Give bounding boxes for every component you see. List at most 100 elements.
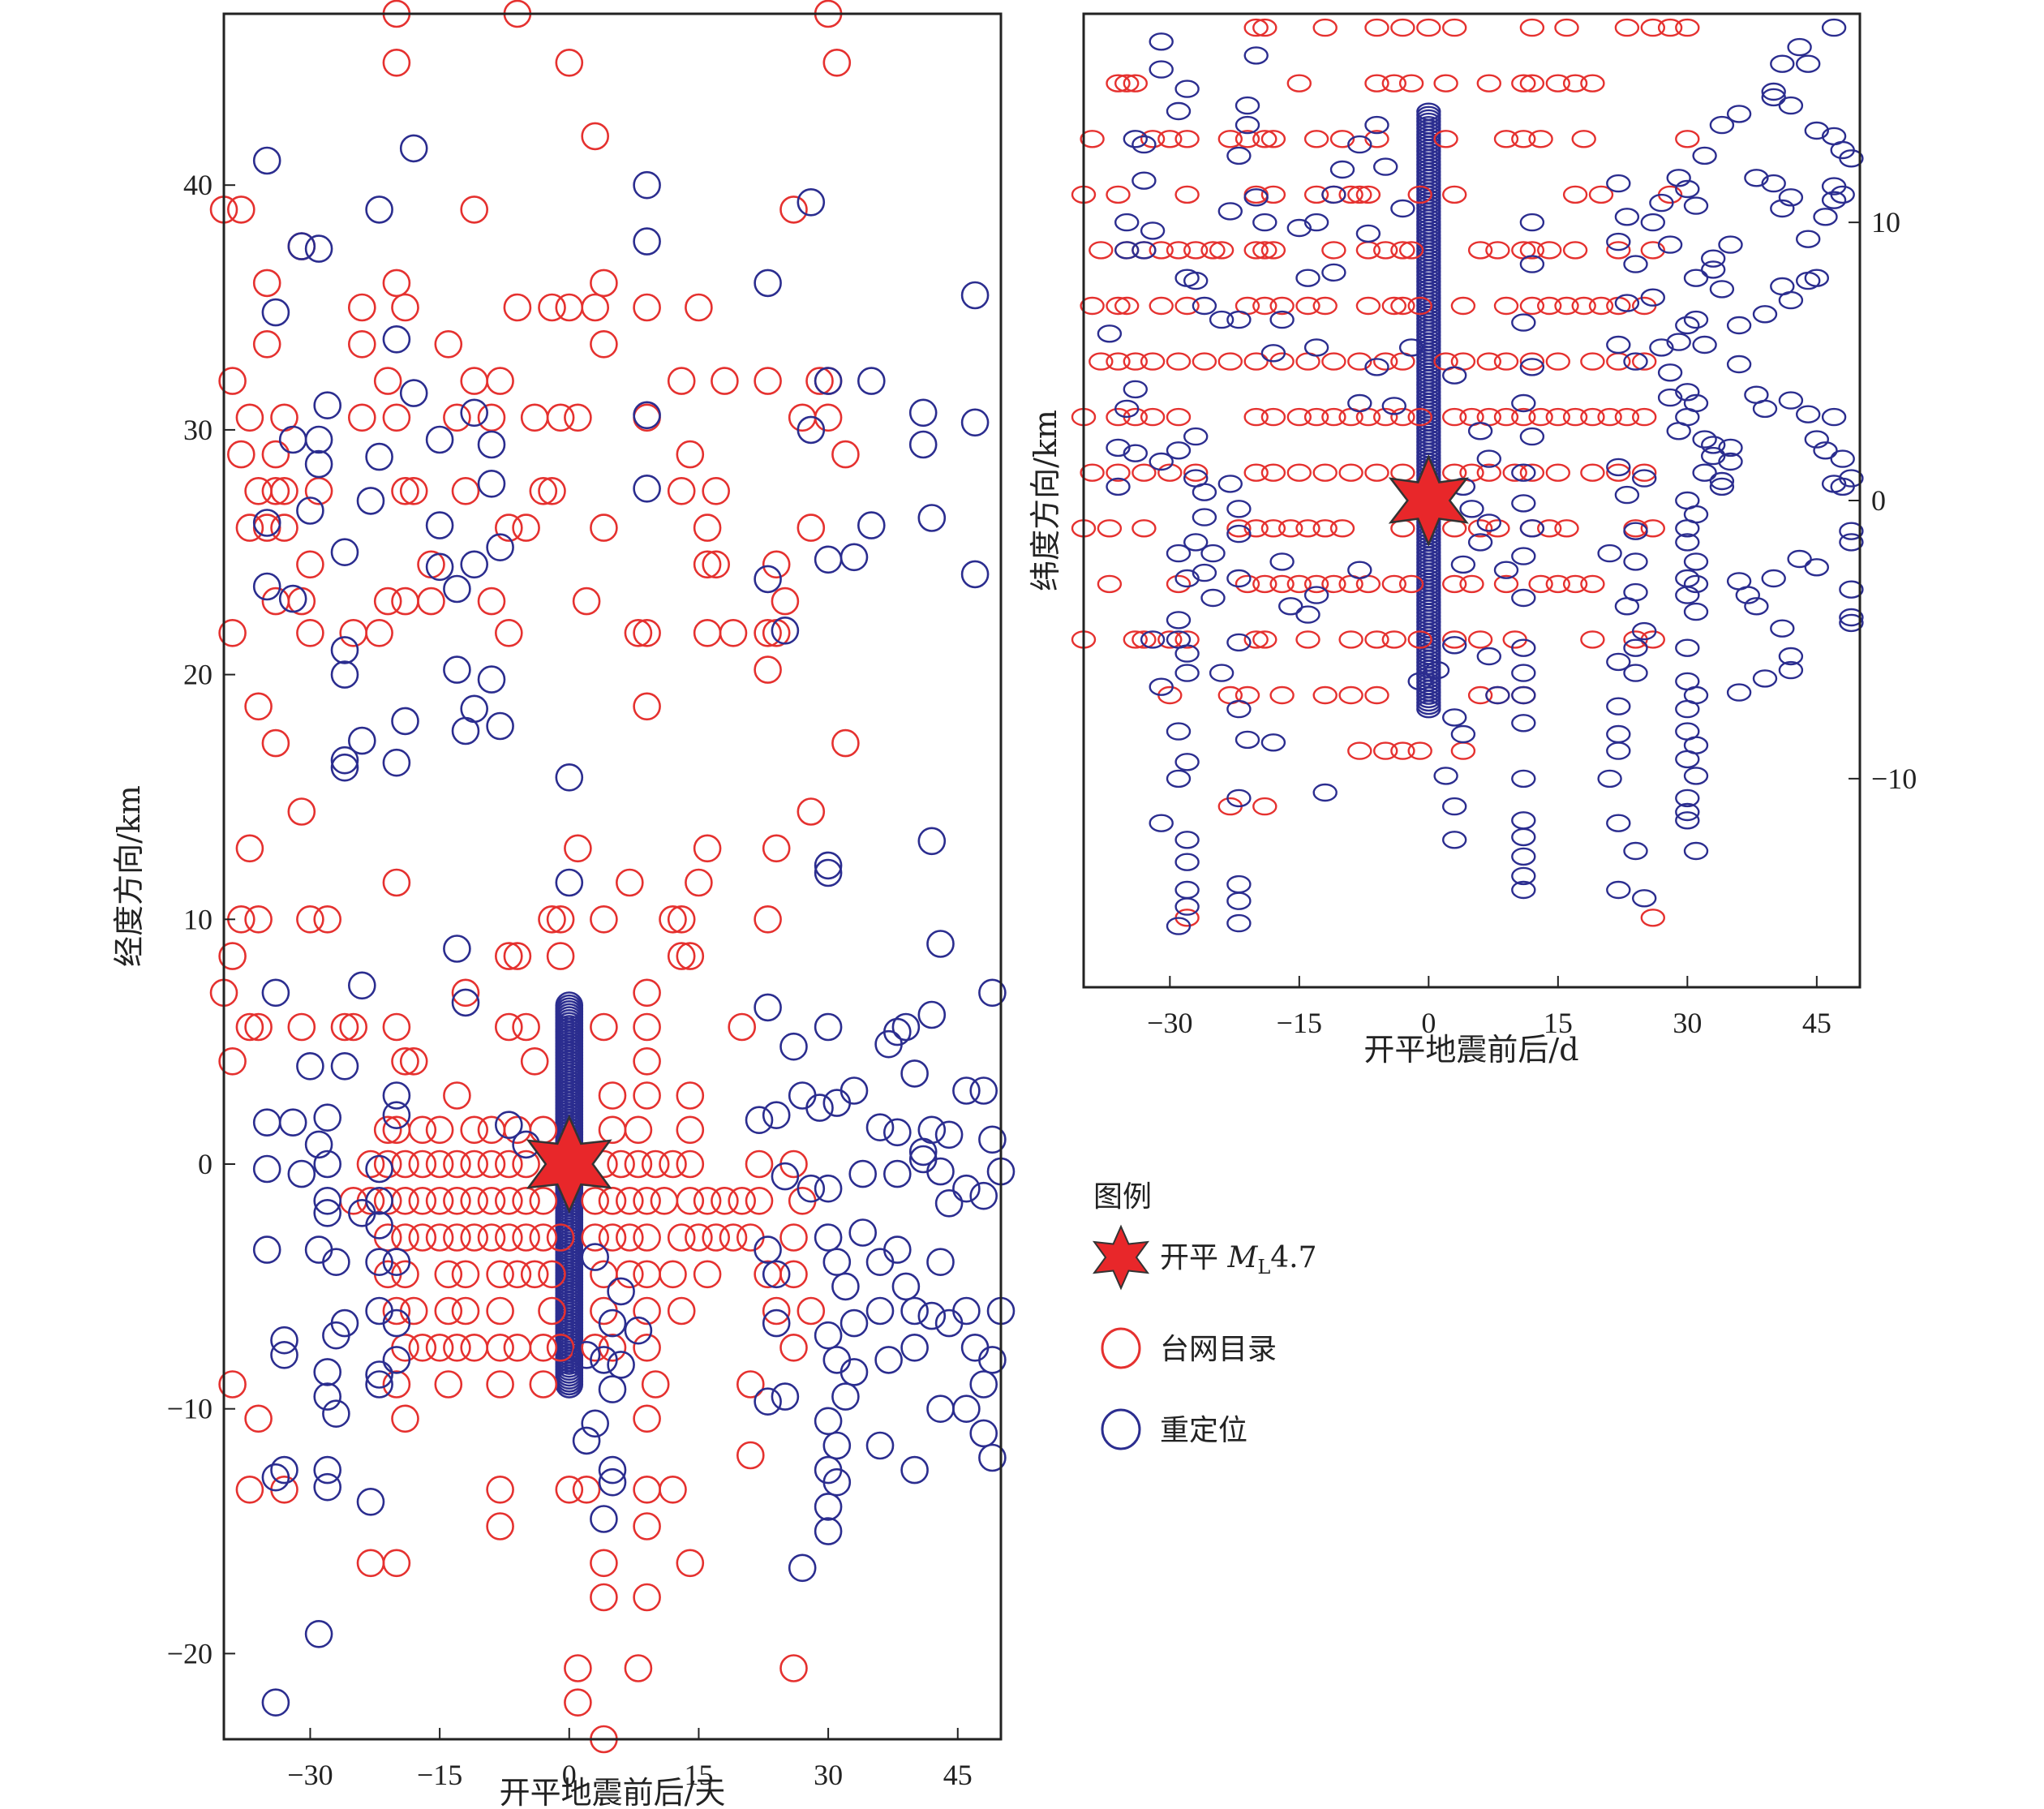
relocated-point — [934, 1120, 964, 1149]
relocated-point — [1200, 588, 1226, 608]
catalog-point — [1123, 630, 1149, 649]
catalog-point — [1467, 519, 1493, 538]
relocated-point — [1511, 664, 1536, 682]
catalog-point — [538, 1260, 566, 1289]
catalog-point — [1407, 741, 1432, 760]
catalog-point — [1606, 241, 1631, 260]
relocated-point — [382, 1081, 411, 1110]
catalog-point — [1433, 130, 1458, 148]
catalog-point — [477, 587, 506, 616]
catalog-point — [546, 942, 575, 970]
catalog-point — [546, 1334, 575, 1362]
catalog-point — [1580, 352, 1605, 371]
catalog-point — [762, 1296, 791, 1326]
catalog-point — [1640, 241, 1666, 260]
relocated-point — [624, 1316, 653, 1345]
catalog-point — [1372, 741, 1398, 760]
relocated-point — [365, 196, 393, 224]
catalog-point — [590, 329, 618, 359]
catalog-point — [218, 367, 247, 395]
relocated-point — [270, 1341, 298, 1369]
relocated-point — [1700, 436, 1726, 454]
catalog-point — [633, 692, 661, 721]
catalog-point — [581, 293, 610, 322]
relocated-point — [1821, 191, 1847, 209]
relocated-point — [598, 1467, 627, 1497]
legend-label-mainshock-prefix: 开平 — [1160, 1241, 1227, 1274]
relocated-point — [1467, 533, 1493, 552]
relocated-point — [857, 511, 886, 539]
catalog-point — [451, 1296, 480, 1326]
catalog-point — [538, 293, 566, 322]
right-panel: −30 −15 0 15 30 45 −10 0 10 开平地震前后/d 纬度方向/km — [1028, 12, 1917, 1068]
catalog-point — [779, 1260, 808, 1289]
catalog-point — [1243, 463, 1269, 482]
catalog-point — [1114, 296, 1140, 316]
y-tick-label: 20 — [183, 659, 213, 691]
relocated-point — [1192, 508, 1217, 526]
relocated-point — [1140, 221, 1166, 240]
relocated-point — [1839, 613, 1864, 633]
x-tick-label: −15 — [417, 1759, 462, 1791]
relocated-point — [1192, 563, 1217, 582]
relocated-point — [1804, 121, 1830, 140]
catalog-point — [659, 1149, 687, 1179]
relocated-point — [460, 550, 489, 579]
catalog-point — [676, 1081, 705, 1110]
relocated-point — [382, 1308, 411, 1338]
relocated-point — [330, 636, 359, 664]
catalog-point — [1390, 296, 1415, 316]
relocated-point — [1770, 199, 1795, 218]
catalog-point — [443, 1187, 471, 1215]
relocated-point — [633, 401, 661, 430]
catalog-point — [641, 1370, 670, 1399]
catalog-point — [754, 905, 782, 934]
catalog-point — [1252, 296, 1278, 316]
relocated-point — [477, 469, 506, 498]
catalog-point — [399, 1296, 428, 1326]
relocated-point — [805, 1094, 834, 1122]
relocated-point — [814, 858, 843, 887]
catalog-point — [460, 1149, 489, 1179]
relocated-point — [1675, 811, 1700, 830]
catalog-point — [1562, 574, 1588, 594]
relocated-point — [917, 1000, 947, 1029]
relocated-point — [1752, 399, 1778, 419]
catalog-point — [805, 367, 834, 395]
relocated-point — [1511, 880, 1536, 900]
relocated-point — [754, 1387, 782, 1416]
catalog-point — [1286, 463, 1312, 482]
catalog-point — [373, 1115, 402, 1145]
relocated-point — [1450, 724, 1476, 744]
relocated-point — [443, 655, 471, 684]
relocated-point — [399, 134, 428, 163]
relocated-point — [1649, 193, 1674, 213]
catalog-point — [1149, 241, 1174, 260]
catalog-point — [1519, 18, 1545, 37]
catalog-point — [1390, 407, 1415, 427]
relocated-point — [633, 170, 661, 200]
catalog-point — [1243, 630, 1269, 649]
relocated-point — [900, 1059, 929, 1088]
catalog-point — [460, 367, 489, 395]
relocated-point — [1200, 544, 1226, 563]
relocated-point — [443, 935, 471, 963]
catalog-point — [1243, 241, 1269, 260]
y-tick-label: 30 — [183, 414, 213, 446]
relocated-point — [1623, 255, 1648, 273]
catalog-point — [1467, 630, 1493, 649]
catalog-point — [1493, 130, 1519, 148]
catalog-point — [590, 1583, 618, 1612]
catalog-point — [1631, 352, 1657, 371]
catalog-point — [598, 1223, 627, 1252]
catalog-point — [1295, 519, 1320, 538]
catalog-point — [494, 1187, 523, 1215]
relocated-point — [754, 1235, 782, 1264]
relocated-point — [960, 408, 990, 437]
relocated-point — [814, 851, 843, 880]
relocated-point — [313, 1199, 342, 1227]
relocated-point — [814, 1493, 843, 1521]
relocated-point — [382, 1101, 411, 1129]
catalog-point — [615, 868, 644, 897]
catalog-point — [347, 403, 376, 432]
